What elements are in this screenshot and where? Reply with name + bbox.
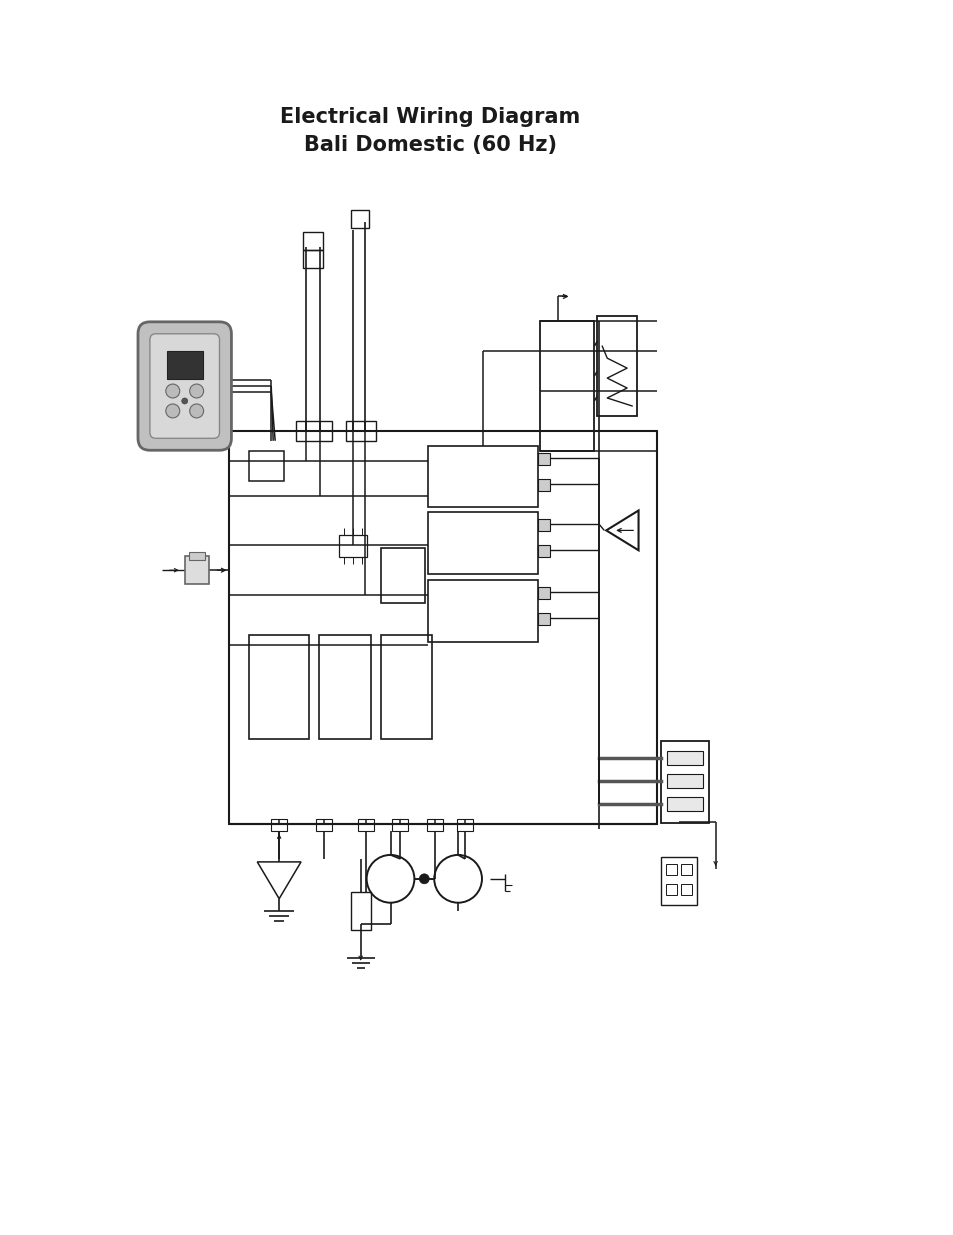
Bar xyxy=(249,635,309,740)
Bar xyxy=(271,819,287,831)
Bar xyxy=(537,546,549,557)
Bar xyxy=(303,249,322,268)
Bar xyxy=(597,316,637,416)
Bar xyxy=(660,741,708,823)
FancyBboxPatch shape xyxy=(150,333,219,438)
Bar xyxy=(351,892,370,930)
Circle shape xyxy=(166,404,179,417)
Bar xyxy=(427,819,443,831)
Bar xyxy=(345,421,375,441)
Bar xyxy=(537,613,549,625)
Circle shape xyxy=(419,874,429,884)
Bar xyxy=(318,635,370,740)
Bar xyxy=(537,520,549,531)
Bar xyxy=(351,210,368,227)
Text: Bali Domestic (60 Hz): Bali Domestic (60 Hz) xyxy=(303,135,557,156)
Bar xyxy=(167,351,202,379)
Circle shape xyxy=(181,398,188,404)
Bar xyxy=(428,580,537,642)
Bar xyxy=(537,479,549,490)
Bar xyxy=(680,864,691,874)
Bar xyxy=(315,819,332,831)
Bar xyxy=(428,446,537,508)
Bar xyxy=(665,864,676,874)
Bar xyxy=(537,453,549,464)
Bar xyxy=(665,884,676,894)
Bar xyxy=(392,819,408,831)
Bar xyxy=(666,774,702,788)
Bar xyxy=(380,635,432,740)
Bar xyxy=(539,321,594,451)
Bar xyxy=(680,884,691,894)
Bar xyxy=(185,556,209,584)
Bar xyxy=(249,451,284,480)
Circle shape xyxy=(190,384,203,398)
Bar xyxy=(303,232,322,249)
Circle shape xyxy=(190,404,203,417)
Bar xyxy=(295,421,332,441)
Bar xyxy=(666,751,702,766)
FancyBboxPatch shape xyxy=(138,322,232,451)
Text: Electrical Wiring Diagram: Electrical Wiring Diagram xyxy=(280,107,579,127)
Bar xyxy=(666,797,702,811)
Bar xyxy=(189,552,204,561)
Bar xyxy=(428,513,537,574)
Bar xyxy=(230,431,657,824)
Bar xyxy=(456,819,473,831)
Bar xyxy=(537,587,549,599)
Bar xyxy=(338,535,366,557)
Bar xyxy=(380,548,425,603)
Bar xyxy=(660,857,696,905)
Circle shape xyxy=(166,384,179,398)
Bar xyxy=(357,819,374,831)
